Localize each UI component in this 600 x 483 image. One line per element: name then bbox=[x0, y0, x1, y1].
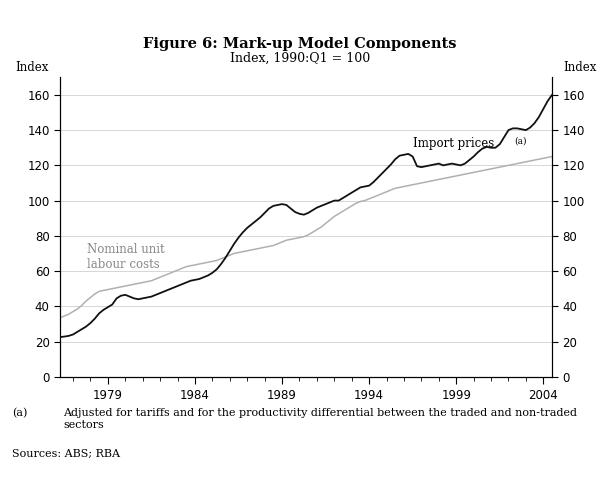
Text: (a): (a) bbox=[515, 136, 527, 145]
Text: (a): (a) bbox=[12, 408, 28, 418]
Text: Adjusted for tariffs and for the productivity differential between the traded an: Adjusted for tariffs and for the product… bbox=[63, 408, 577, 430]
Text: Sources: ABS; RBA: Sources: ABS; RBA bbox=[12, 449, 120, 459]
Text: Index: Index bbox=[16, 61, 49, 74]
Text: Index: Index bbox=[563, 61, 596, 74]
Text: Nominal unit
labour costs: Nominal unit labour costs bbox=[87, 243, 164, 271]
Text: Index, 1990:Q1 = 100: Index, 1990:Q1 = 100 bbox=[230, 52, 370, 65]
Text: Figure 6: Mark-up Model Components: Figure 6: Mark-up Model Components bbox=[143, 37, 457, 51]
Text: Import prices: Import prices bbox=[413, 137, 494, 150]
